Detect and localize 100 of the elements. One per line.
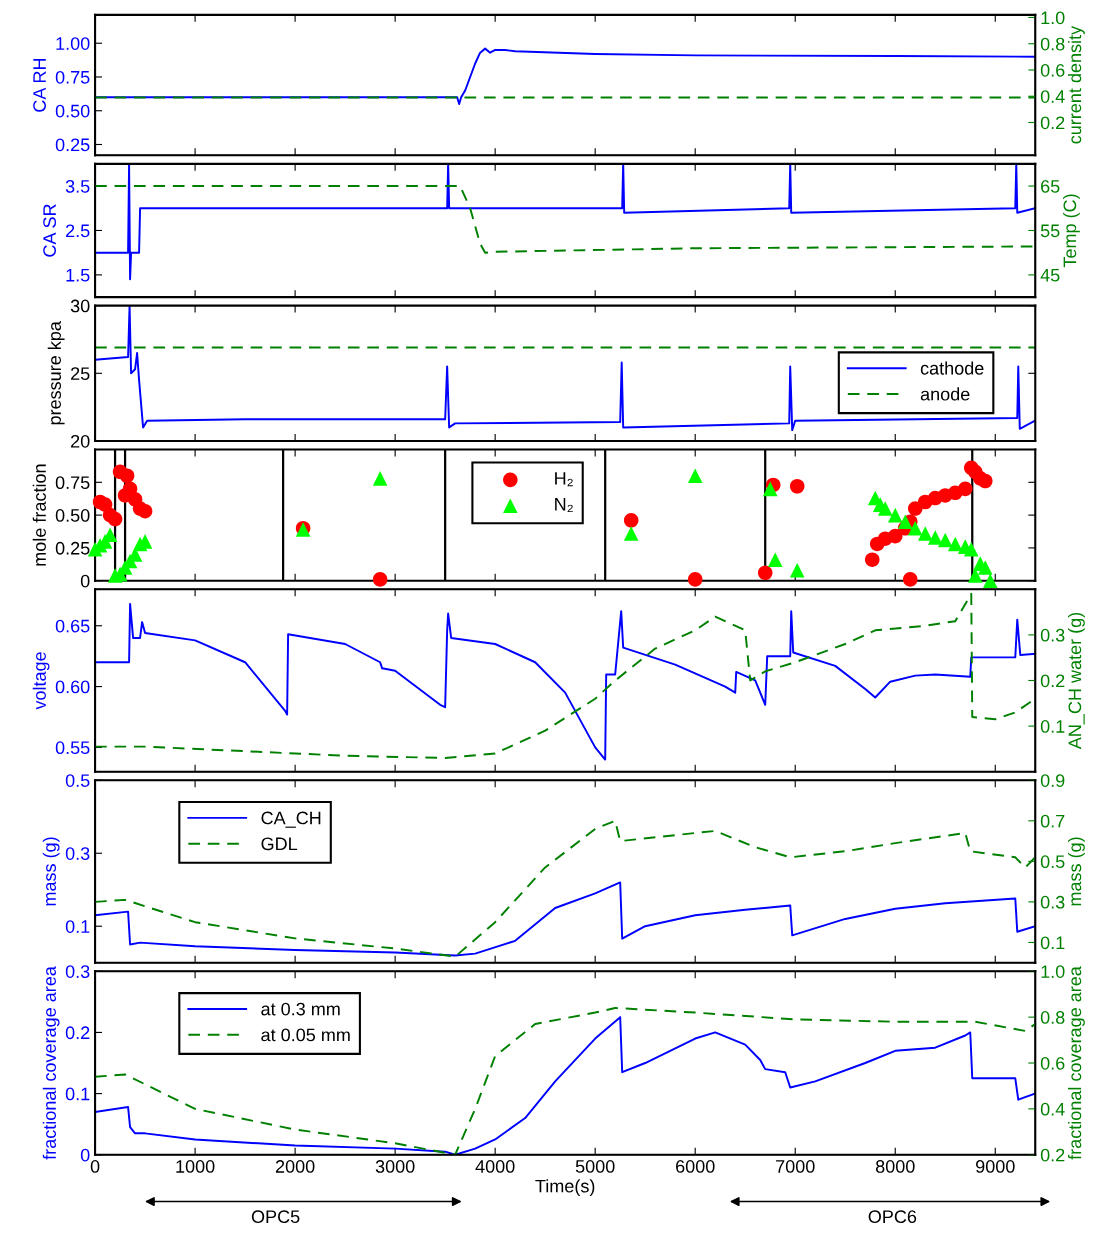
x-tick-label: 5000 <box>575 1160 615 1173</box>
legend-label: GDL <box>261 837 298 851</box>
y2-axis-title: AN_CH water (g) <box>1068 612 1085 750</box>
y-tick-label: 25 <box>71 367 90 381</box>
y2-tick-label: 0.4 <box>1040 90 1065 103</box>
y2-tick-label: 0.6 <box>1040 1056 1065 1070</box>
y-tick-label: 0 <box>80 1148 90 1162</box>
point <box>927 530 943 545</box>
y-tick-label: 0.2 <box>65 1026 90 1040</box>
legend-label: at 0.3 mm <box>261 1002 340 1016</box>
point <box>917 526 933 541</box>
x-tick-label: 2000 <box>275 1160 315 1173</box>
y-tick-label: 2.5 <box>66 224 90 238</box>
y-tick-label: 0.55 <box>55 741 90 755</box>
y2-tick-label: 0.2 <box>1040 1148 1065 1162</box>
point <box>119 468 135 484</box>
y2-axis-title: fractional coverage area <box>1068 966 1085 1160</box>
y-tick-label: 20 <box>71 434 90 448</box>
legend-label: cathode <box>920 361 984 375</box>
y-axis-title: CA SR <box>43 204 56 257</box>
y2-tick-label: 0.4 <box>1040 1102 1065 1116</box>
y-tick-label: 3.5 <box>65 179 90 193</box>
point <box>897 514 913 529</box>
y-tick-label: 0.3 <box>65 847 90 860</box>
y-tick-label: 0.25 <box>55 541 90 555</box>
y2-tick-label: 45 <box>1040 269 1060 282</box>
x-tick-label: 9000 <box>976 1160 1015 1173</box>
point <box>977 560 993 575</box>
point <box>887 528 903 544</box>
point <box>947 536 963 552</box>
point <box>372 471 388 486</box>
y-tick-label: 1.00 <box>56 37 90 50</box>
y-tick-label: 0.65 <box>55 619 90 633</box>
point <box>623 513 639 528</box>
legend-label: anode <box>920 387 970 401</box>
y-axis-title: fractional coverage area <box>42 966 60 1160</box>
y-tick-label: 0.1 <box>65 920 90 933</box>
y2-tick-label: 0.3 <box>1040 895 1065 909</box>
x-axis-title: Time(s) <box>535 1179 595 1197</box>
point <box>957 481 973 497</box>
y2-tick-label: 0.8 <box>1040 1011 1065 1024</box>
y-axis-title: mass (g) <box>42 837 60 906</box>
point <box>977 473 993 489</box>
x-tick-label: 0 <box>90 1160 100 1173</box>
legend-label: at 0.05 mm <box>261 1028 350 1042</box>
point <box>767 552 783 567</box>
point <box>864 552 880 567</box>
point <box>137 503 153 519</box>
x-tick-label: 6000 <box>676 1160 715 1173</box>
y2-tick-label: 0.2 <box>1040 116 1065 130</box>
point <box>887 507 903 523</box>
y-tick-label: 0.75 <box>55 476 90 490</box>
y2-tick-label: 1.0 <box>1041 11 1065 25</box>
y2-axis-title: Temp (C) <box>1062 194 1080 268</box>
text: OPC5 <box>251 1210 300 1224</box>
y-axis-title: mole fraction <box>32 464 46 566</box>
x-tick-label: 7000 <box>776 1160 815 1173</box>
legend-label: H₂ <box>555 472 573 487</box>
point <box>623 526 639 541</box>
point <box>982 573 998 588</box>
y2-tick-label: 0.5 <box>1040 855 1065 869</box>
y-tick-label: 0.60 <box>55 680 90 694</box>
point <box>902 572 918 587</box>
point <box>789 478 805 494</box>
y-tick-label: 0.75 <box>55 70 90 84</box>
y2-axis-title: current density <box>1068 25 1085 144</box>
x-tick-label: 8000 <box>875 1160 915 1173</box>
line-series <box>95 881 1036 957</box>
y-tick-label: 0.3 <box>65 965 90 978</box>
y-tick-label: 0.1 <box>65 1087 90 1101</box>
x-tick-label: 3000 <box>375 1160 415 1173</box>
point <box>762 481 778 497</box>
y-tick-label: 0.50 <box>55 104 90 118</box>
point <box>687 468 703 484</box>
y2-tick-label: 0.9 <box>1040 774 1065 787</box>
y2-tick-label: 0.3 <box>1040 628 1065 642</box>
x-tick-label: 4000 <box>475 1160 515 1173</box>
y-axis-title: pressure kpa <box>47 321 65 425</box>
y2-tick-label: 0.6 <box>1040 63 1065 77</box>
y2-tick-label: 65 <box>1041 179 1060 193</box>
y2-tick-label: 1.0 <box>1041 965 1065 978</box>
y-tick-label: 0.50 <box>55 509 90 522</box>
y2-tick-label: 0.1 <box>1040 720 1065 733</box>
y-tick-label: 30 <box>70 299 90 313</box>
line-series <box>95 47 1036 105</box>
legend-label: N₂ <box>555 498 573 512</box>
y2-tick-label: 0.1 <box>1040 936 1065 950</box>
point <box>687 572 703 587</box>
x-tick-label: 1000 <box>176 1160 215 1173</box>
y2-tick-label: 55 <box>1040 224 1060 238</box>
y2-axis-title: mass (g) <box>1068 837 1085 906</box>
point <box>907 520 923 536</box>
point <box>877 501 893 516</box>
y-tick-label: 0.5 <box>65 774 90 787</box>
y2-tick-label: 0.2 <box>1040 674 1065 688</box>
y2-tick-label: 0.7 <box>1040 814 1065 828</box>
point <box>372 572 388 587</box>
y-tick-label: 0 <box>80 574 90 588</box>
legend-label: CA_CH <box>261 811 321 828</box>
point <box>107 511 123 527</box>
